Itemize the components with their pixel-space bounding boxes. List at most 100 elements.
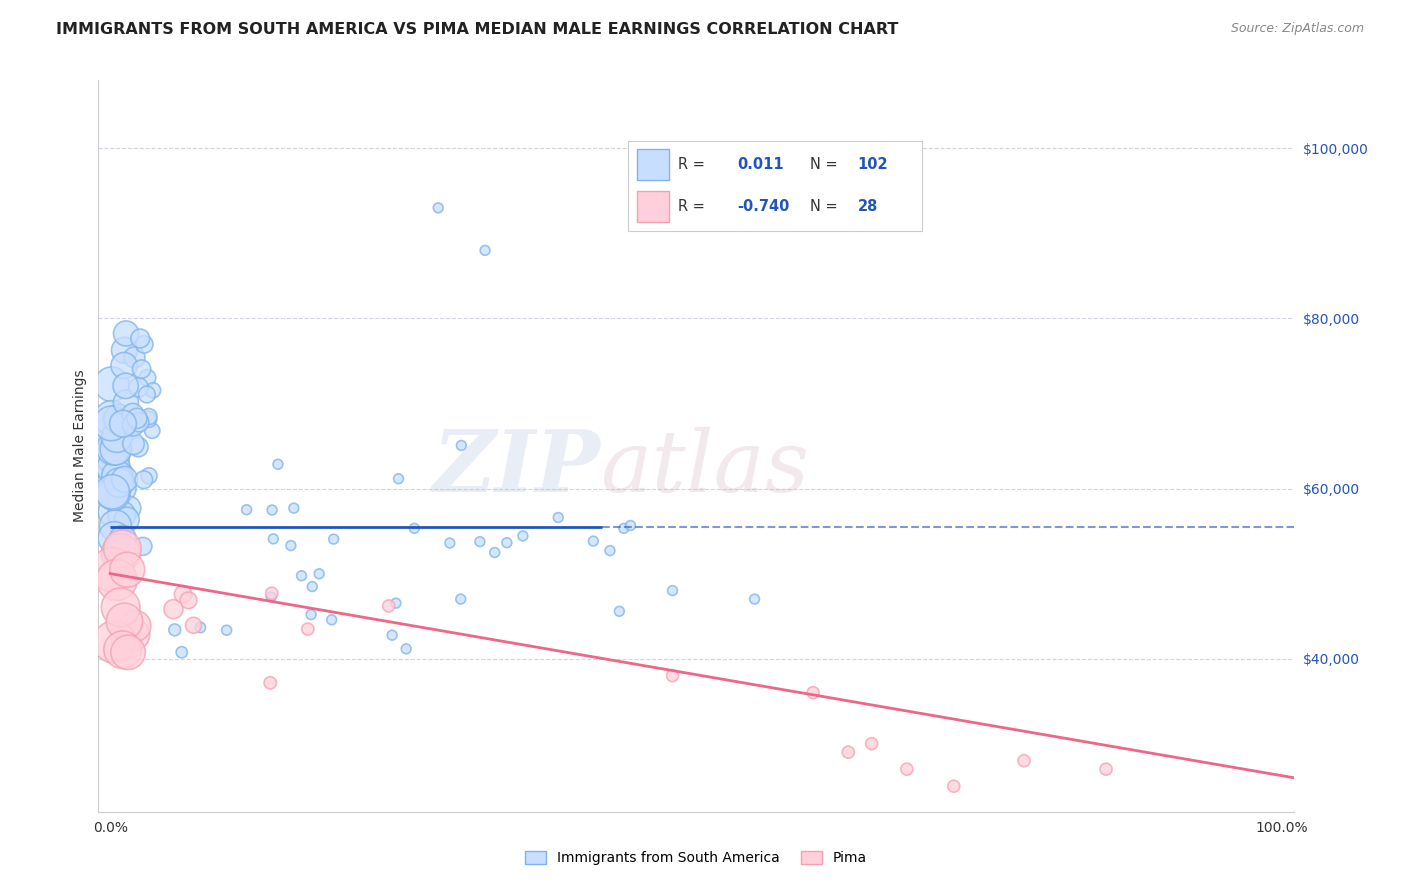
Point (129, 331, 152, 345)
Point (942, 779, 965, 793)
Point (111, 508, 134, 522)
Point (100, 482, 122, 496)
Point (127, 380, 149, 394)
Point (582, 534, 605, 549)
Text: N =: N = (810, 199, 838, 214)
Point (117, 645, 139, 659)
Point (190, 620, 212, 634)
Point (115, 512, 138, 526)
Point (107, 412, 129, 426)
Point (125, 411, 148, 425)
Point (468, 534, 491, 549)
Point (101, 484, 124, 499)
Point (122, 418, 145, 433)
Point (260, 586, 283, 600)
Point (122, 436, 145, 450)
Point (450, 438, 472, 452)
Point (134, 337, 156, 351)
Point (619, 518, 641, 533)
Point (114, 379, 136, 393)
Point (297, 622, 319, 636)
Point (322, 532, 344, 546)
Point (114, 615, 136, 629)
Point (801, 686, 824, 700)
Point (112, 359, 135, 373)
Point (381, 628, 404, 642)
Point (484, 545, 506, 559)
Text: Source: ZipAtlas.com: Source: ZipAtlas.com (1230, 22, 1364, 36)
Point (107, 468, 129, 483)
Point (267, 458, 290, 472)
Point (837, 745, 859, 759)
Point (110, 600, 132, 615)
Bar (637, 192, 669, 222)
Point (100, 417, 122, 431)
Point (118, 500, 141, 515)
Point (115, 563, 138, 577)
Point (260, 590, 283, 604)
Point (439, 536, 461, 550)
Text: N =: N = (810, 157, 838, 172)
Point (183, 618, 205, 632)
Point (103, 461, 125, 475)
Text: R =: R = (678, 199, 704, 214)
Text: 0.011: 0.011 (737, 157, 783, 172)
Point (105, 468, 128, 483)
Point (114, 472, 136, 486)
Point (177, 593, 200, 607)
Point (661, 583, 683, 598)
Point (215, 624, 238, 638)
Text: -0.740: -0.740 (737, 199, 789, 214)
Point (599, 543, 621, 558)
Point (170, 645, 193, 659)
Text: atlas: atlas (600, 426, 810, 509)
Point (613, 521, 636, 535)
Point (262, 532, 284, 546)
Point (111, 642, 134, 657)
Point (547, 510, 569, 524)
Point (321, 613, 343, 627)
Point (111, 482, 134, 496)
Point (259, 676, 281, 690)
Point (427, 201, 450, 215)
Point (1012, 754, 1035, 768)
Point (105, 573, 128, 587)
Point (744, 592, 766, 607)
Point (114, 343, 136, 358)
Point (122, 627, 145, 641)
Point (124, 351, 146, 365)
Point (283, 501, 305, 516)
Point (107, 421, 129, 435)
Point (127, 440, 149, 454)
Point (108, 475, 131, 490)
Point (101, 449, 124, 463)
Point (385, 596, 408, 610)
Point (138, 468, 160, 483)
Point (280, 539, 302, 553)
Point (110, 546, 132, 560)
Bar (637, 150, 669, 180)
Point (136, 371, 159, 385)
Point (138, 412, 160, 426)
Point (308, 566, 330, 581)
Point (661, 668, 683, 682)
Point (377, 599, 399, 613)
Point (142, 384, 165, 398)
Point (450, 592, 472, 607)
Point (104, 519, 127, 533)
Point (103, 505, 125, 519)
Point (103, 486, 125, 500)
Point (387, 472, 409, 486)
Point (100, 411, 122, 425)
Point (301, 580, 323, 594)
Text: 102: 102 (858, 157, 889, 172)
Legend: Immigrants from South America, Pima: Immigrants from South America, Pima (520, 846, 872, 871)
Point (141, 424, 163, 438)
Point (100, 457, 122, 471)
Point (395, 641, 418, 656)
Point (128, 415, 150, 429)
Point (115, 395, 138, 409)
Point (111, 541, 134, 556)
Point (131, 362, 153, 376)
Point (163, 623, 186, 637)
